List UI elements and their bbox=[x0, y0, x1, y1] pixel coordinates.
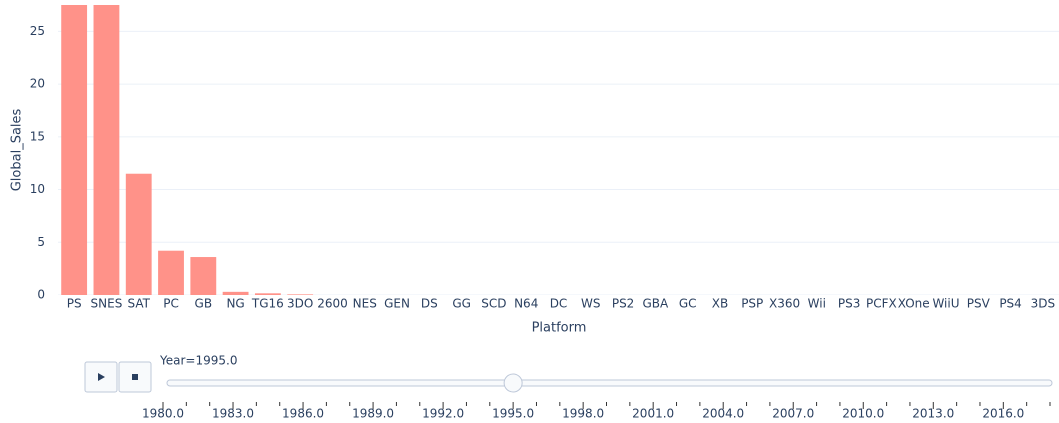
slider-tick-label: 1986.0 bbox=[282, 407, 324, 421]
x-tick-label: 3DS bbox=[1031, 297, 1056, 311]
y-tick-label: 20 bbox=[30, 77, 45, 91]
y-axis-title: Global_Sales bbox=[10, 108, 25, 191]
x-tick-label: WiiU bbox=[932, 297, 959, 311]
y-tick-label: 25 bbox=[30, 24, 45, 38]
x-tick-label: PS2 bbox=[612, 297, 635, 311]
x-tick-label: PSP bbox=[741, 297, 763, 311]
x-tick-label: 2600 bbox=[317, 297, 348, 311]
x-tick-label: DC bbox=[550, 297, 568, 311]
x-tick-label: SCD bbox=[481, 297, 506, 311]
y-tick-label: 15 bbox=[30, 129, 45, 143]
x-tick-label: X360 bbox=[769, 297, 800, 311]
x-tick-label: PCFX bbox=[866, 297, 897, 311]
slider-current-value: Year=1995.0 bbox=[159, 354, 237, 368]
slider-tick-label: 1992.0 bbox=[422, 407, 464, 421]
x-tick-label: XB bbox=[712, 297, 728, 311]
x-tick-label: PS3 bbox=[838, 297, 861, 311]
slider-track[interactable] bbox=[166, 379, 1053, 387]
slider-tick-label: 1983.0 bbox=[212, 407, 254, 421]
x-tick-label: NES bbox=[353, 297, 377, 311]
plot-area bbox=[58, 5, 1059, 295]
x-tick-label: DS bbox=[421, 297, 438, 311]
x-tick-label: PS4 bbox=[999, 297, 1022, 311]
x-tick-label: PS bbox=[67, 297, 82, 311]
slider-handle[interactable] bbox=[503, 373, 523, 393]
x-tick-label: GB bbox=[195, 297, 213, 311]
slider-tick-label: 1998.0 bbox=[562, 407, 604, 421]
slider-tick-label: 2007.0 bbox=[772, 407, 814, 421]
x-tick-label: WS bbox=[581, 297, 600, 311]
slider-tick-label: 2016.0 bbox=[982, 407, 1024, 421]
y-tick-label: 5 bbox=[37, 235, 45, 249]
play-button[interactable] bbox=[84, 361, 118, 393]
x-tick-label: NG bbox=[226, 297, 244, 311]
x-tick-label: XOne bbox=[898, 297, 930, 311]
y-tick-label: 10 bbox=[30, 182, 45, 196]
x-tick-label: GC bbox=[679, 297, 697, 311]
slider-tick-label: 1995.0 bbox=[492, 407, 534, 421]
x-tick-label: PC bbox=[163, 297, 179, 311]
y-tick-label: 0 bbox=[37, 288, 45, 302]
x-tick-label: 3DO bbox=[287, 297, 313, 311]
bar bbox=[61, 5, 88, 295]
slider-tick-label: 2013.0 bbox=[912, 407, 954, 421]
x-tick-label: Wii bbox=[808, 297, 826, 311]
x-tick-label: GG bbox=[452, 297, 471, 311]
slider-tick-label: 2010.0 bbox=[842, 407, 884, 421]
stop-button[interactable] bbox=[118, 361, 152, 393]
x-tick-label: GEN bbox=[384, 297, 410, 311]
x-tick-label: N64 bbox=[514, 297, 538, 311]
x-tick-label: SNES bbox=[91, 297, 123, 311]
bar bbox=[93, 5, 120, 295]
slider-tick-label: 2004.0 bbox=[702, 407, 744, 421]
bar bbox=[287, 294, 314, 295]
bar bbox=[125, 173, 152, 295]
x-axis-title: Platform bbox=[532, 321, 587, 336]
slider-tick-label: 1980.0 bbox=[142, 407, 184, 421]
bar bbox=[254, 293, 281, 295]
x-tick-label: SAT bbox=[127, 297, 150, 311]
x-tick-label: GBA bbox=[642, 297, 669, 311]
bar bbox=[222, 291, 249, 295]
bar bbox=[158, 250, 184, 295]
x-tick-label: TG16 bbox=[251, 297, 284, 311]
x-tick-label: PSV bbox=[967, 297, 991, 311]
slider-tick-label: 1989.0 bbox=[352, 407, 394, 421]
bar bbox=[190, 257, 217, 295]
slider-tick-label: 2001.0 bbox=[632, 407, 674, 421]
